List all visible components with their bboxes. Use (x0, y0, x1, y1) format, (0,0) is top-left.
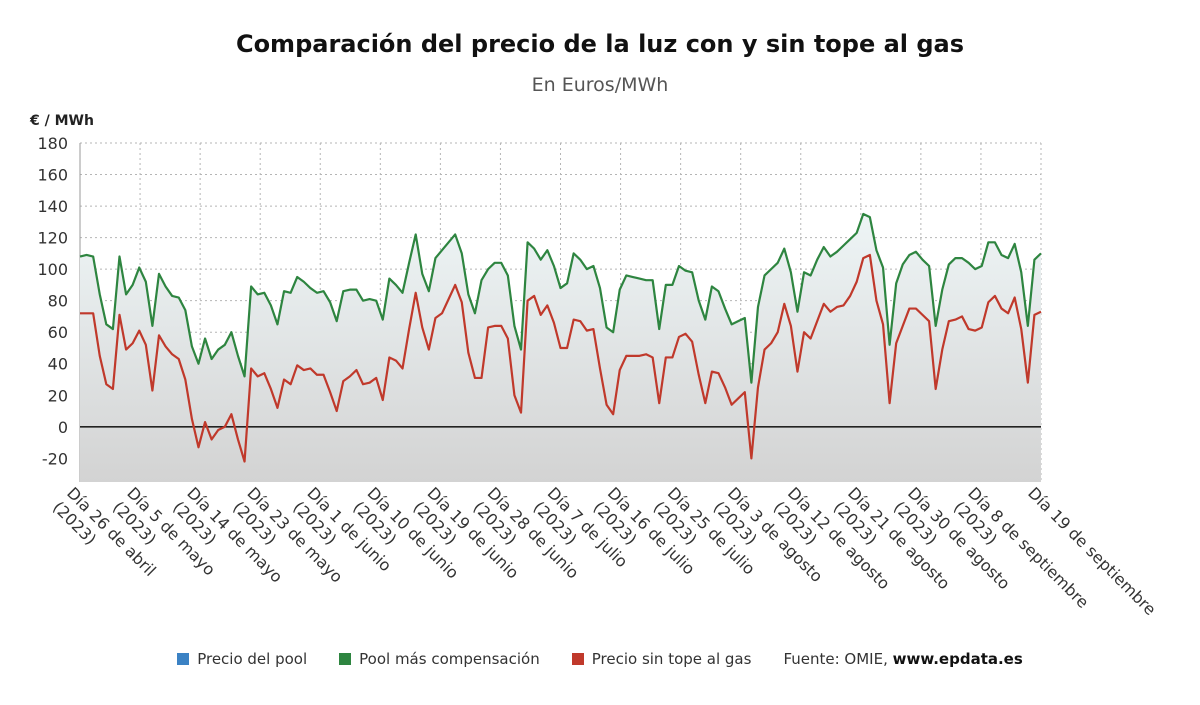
y-tick-label: 0 (58, 418, 68, 437)
y-axis-unit-label: € / MWh (30, 113, 94, 129)
legend: Precio del pool Pool más compensación Pr… (0, 650, 1200, 668)
legend-swatch-pool (177, 653, 190, 665)
y-tick-label: 100 (37, 260, 68, 279)
series-lines (79, 212, 1042, 463)
legend-swatch-pool-compensation (339, 653, 352, 665)
series-line-pool-compensation (79, 212, 1042, 384)
legend-item-no-cap[interactable]: Precio sin tope al gas (571, 650, 752, 668)
y-tick-label: 80 (48, 292, 68, 311)
chart-subtitle: En Euros/MWh (531, 74, 669, 96)
y-tick-label: 40 (48, 355, 68, 374)
legend-swatch-no-cap (571, 653, 584, 665)
source-prefix: Fuente: OMIE, (783, 650, 893, 668)
legend-label-pool-compensation: Pool más compensación (359, 650, 540, 668)
legend-label-no-cap: Precio sin tope al gas (591, 650, 752, 668)
y-tick-label: 140 (37, 197, 68, 216)
series-line-no-cap (80, 253, 1042, 463)
y-tick-label: 20 (48, 386, 68, 405)
y-tick-label: 120 (37, 229, 68, 248)
source-credit: Fuente: OMIE, www.epdata.es (783, 650, 1022, 668)
y-tick-label: 160 (37, 166, 68, 185)
legend-label-pool: Precio del pool (197, 650, 308, 668)
x-axis-ticks: Día 26 de abril(2023) Día 5 de mayo(2023)… (49, 483, 1160, 619)
legend-item-pool-compensation[interactable]: Pool más compensación (339, 650, 540, 668)
y-tick-label: 180 (37, 134, 68, 153)
y-tick-label: 60 (48, 323, 68, 342)
y-tick-label: -20 (42, 449, 68, 468)
chart-title: Comparación del precio de la luz con y s… (235, 30, 965, 58)
x-tick-label-text: Día 8 de septiembre (964, 483, 1092, 611)
source-site[interactable]: www.epdata.es (892, 650, 1023, 668)
y-axis-ticks: 180 160 140 120 100 80 60 40 20 0 -20 (37, 134, 68, 468)
legend-item-pool[interactable]: Precio del pool (177, 650, 307, 668)
